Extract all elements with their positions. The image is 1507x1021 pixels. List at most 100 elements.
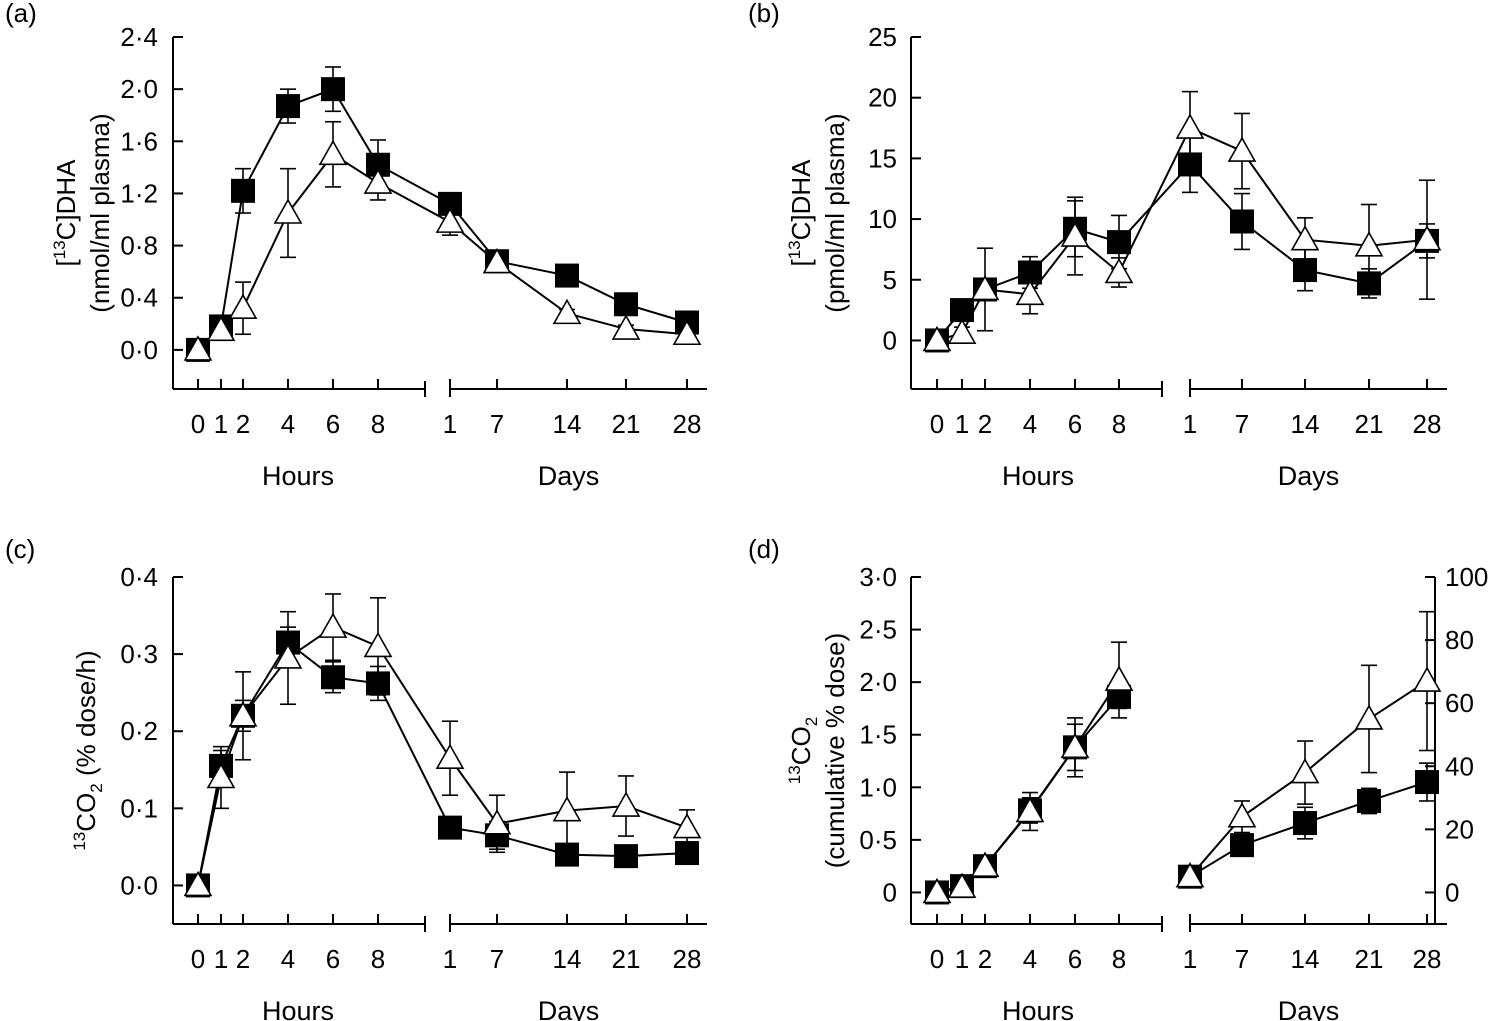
x-tick-label: 21 bbox=[612, 944, 641, 974]
data-point-triangle bbox=[273, 643, 303, 669]
x-tick-label: 1 bbox=[214, 409, 228, 439]
data-point-square bbox=[555, 263, 579, 288]
series-line bbox=[197, 152, 688, 351]
data-point-triangle bbox=[1015, 796, 1045, 823]
y-tick-label: 2·0 bbox=[859, 667, 897, 697]
y-tick-label: 2·5 bbox=[859, 615, 897, 645]
y-tick-label: 0·3 bbox=[120, 639, 158, 669]
x-tick-label: 2 bbox=[978, 409, 992, 439]
data-point-square bbox=[1415, 770, 1439, 795]
x-tick-label: 4 bbox=[1023, 409, 1037, 439]
x-tick-label: 8 bbox=[1112, 409, 1126, 439]
x-tick-label: 0 bbox=[191, 944, 205, 974]
data-point-triangle bbox=[206, 762, 236, 789]
x-tick-label: 0 bbox=[191, 409, 205, 439]
y2-tick-label: 0 bbox=[1445, 877, 1459, 907]
y-label-line1: 13CO2 bbox=[785, 717, 821, 784]
data-point-triangle bbox=[922, 325, 952, 352]
data-point-triangle bbox=[970, 851, 1000, 877]
data-point-triangle bbox=[318, 139, 348, 166]
x-tick-label: 8 bbox=[371, 409, 385, 439]
data-point-triangle bbox=[1175, 113, 1205, 139]
y2-tick-label: 80 bbox=[1445, 625, 1474, 655]
data-point-square bbox=[614, 292, 638, 317]
y-tick-label: 0·4 bbox=[120, 562, 158, 592]
x-tick-label: 7 bbox=[1235, 409, 1249, 439]
x-tick-label: 28 bbox=[1413, 409, 1442, 439]
data-point-triangle bbox=[435, 743, 465, 770]
y2-tick-label: 40 bbox=[1445, 751, 1474, 781]
data-point-square bbox=[276, 94, 300, 119]
series-square bbox=[186, 66, 699, 362]
data-point-triangle bbox=[363, 168, 393, 194]
x-tick-label: 7 bbox=[1235, 944, 1249, 974]
y-axis-label: [13C]DHA (pmol/ml plasma) bbox=[785, 113, 850, 312]
data-point-square bbox=[1357, 788, 1381, 813]
data-point-triangle bbox=[1290, 757, 1320, 784]
y-axis-label: [13C]DHA (nmol/ml plasma) bbox=[50, 113, 115, 312]
data-point-triangle bbox=[970, 274, 1000, 301]
y-tick-label: 2·0 bbox=[120, 74, 158, 104]
y-tick-label: 1·2 bbox=[120, 178, 158, 208]
x-tick-label: 28 bbox=[673, 944, 702, 974]
data-point-triangle bbox=[552, 298, 582, 325]
y-tick-label: 3·0 bbox=[859, 562, 897, 592]
data-point-square bbox=[614, 844, 638, 869]
panel-label: (c) bbox=[5, 534, 35, 564]
y-label-main: C]DHA bbox=[786, 159, 816, 241]
data-point-triangle bbox=[947, 872, 977, 898]
x-tick-label: 6 bbox=[326, 409, 340, 439]
x-axis-label-hours: Hours bbox=[262, 996, 334, 1021]
y-label-sup: 13 bbox=[70, 832, 89, 851]
x-axis-label-days: Days bbox=[1278, 996, 1340, 1021]
data-point-square bbox=[1107, 230, 1131, 255]
data-point-triangle bbox=[947, 318, 977, 344]
data-point-square bbox=[231, 178, 255, 203]
data-point-triangle bbox=[1104, 257, 1134, 284]
y-label-sup: 13 bbox=[785, 240, 804, 259]
y-label-sup: 13 bbox=[50, 240, 69, 259]
y-axis-label: 13CO2 (% dose/h) bbox=[70, 650, 106, 850]
data-point-triangle bbox=[1354, 704, 1384, 730]
series-line bbox=[936, 696, 1120, 894]
y-tick-label: 1·0 bbox=[859, 772, 897, 802]
data-point-triangle bbox=[1227, 136, 1257, 162]
y2-tick-label: 20 bbox=[1445, 814, 1474, 844]
x-tick-label: 6 bbox=[326, 944, 340, 974]
y-tick-label: 0·4 bbox=[120, 283, 158, 313]
series-line bbox=[197, 87, 688, 351]
x-tick-label: 2 bbox=[236, 409, 250, 439]
y-label-sup: 13 bbox=[785, 765, 804, 784]
series-line bbox=[936, 162, 1428, 342]
x-tick-label: 1 bbox=[955, 409, 969, 439]
data-point-square bbox=[438, 815, 462, 840]
x-tick-label: 21 bbox=[612, 409, 641, 439]
y-tick-label: 1·6 bbox=[120, 126, 158, 156]
panel-a: (a)0·00·40·81·21·62·02·40 1 2 4 6 8 1 7 14 21 28Ho… bbox=[5, 0, 707, 491]
x-tick-label: 6 bbox=[1068, 409, 1082, 439]
y-tick-label: 1·5 bbox=[859, 720, 897, 750]
data-point-triangle bbox=[611, 791, 641, 817]
data-point-triangle bbox=[183, 870, 213, 897]
x-tick-label: 7 bbox=[490, 409, 504, 439]
y-label-unit: (cumulative % dose) bbox=[820, 633, 850, 869]
y-label-line1: 13CO2 (% dose/h) bbox=[70, 650, 106, 850]
data-point-triangle bbox=[1060, 732, 1090, 759]
y-tick-label: 0·1 bbox=[120, 793, 158, 823]
y-tick-label: 0·2 bbox=[120, 716, 158, 746]
x-tick-label: 4 bbox=[1023, 944, 1037, 974]
y-label-main: CO bbox=[786, 726, 816, 765]
series-triangle bbox=[922, 90, 1442, 352]
y-label-sub: 2 bbox=[802, 717, 821, 726]
data-point-triangle bbox=[273, 198, 303, 224]
x-axis-label-hours: Hours bbox=[262, 461, 334, 491]
x-tick-label: 1 bbox=[1183, 944, 1197, 974]
data-point-triangle bbox=[183, 335, 213, 361]
x-axis-label-days: Days bbox=[538, 461, 600, 491]
data-point-triangle bbox=[228, 293, 258, 319]
y-tick-label: 0·0 bbox=[120, 870, 158, 900]
x-tick-label: 6 bbox=[1068, 944, 1082, 974]
data-point-square bbox=[321, 665, 345, 690]
